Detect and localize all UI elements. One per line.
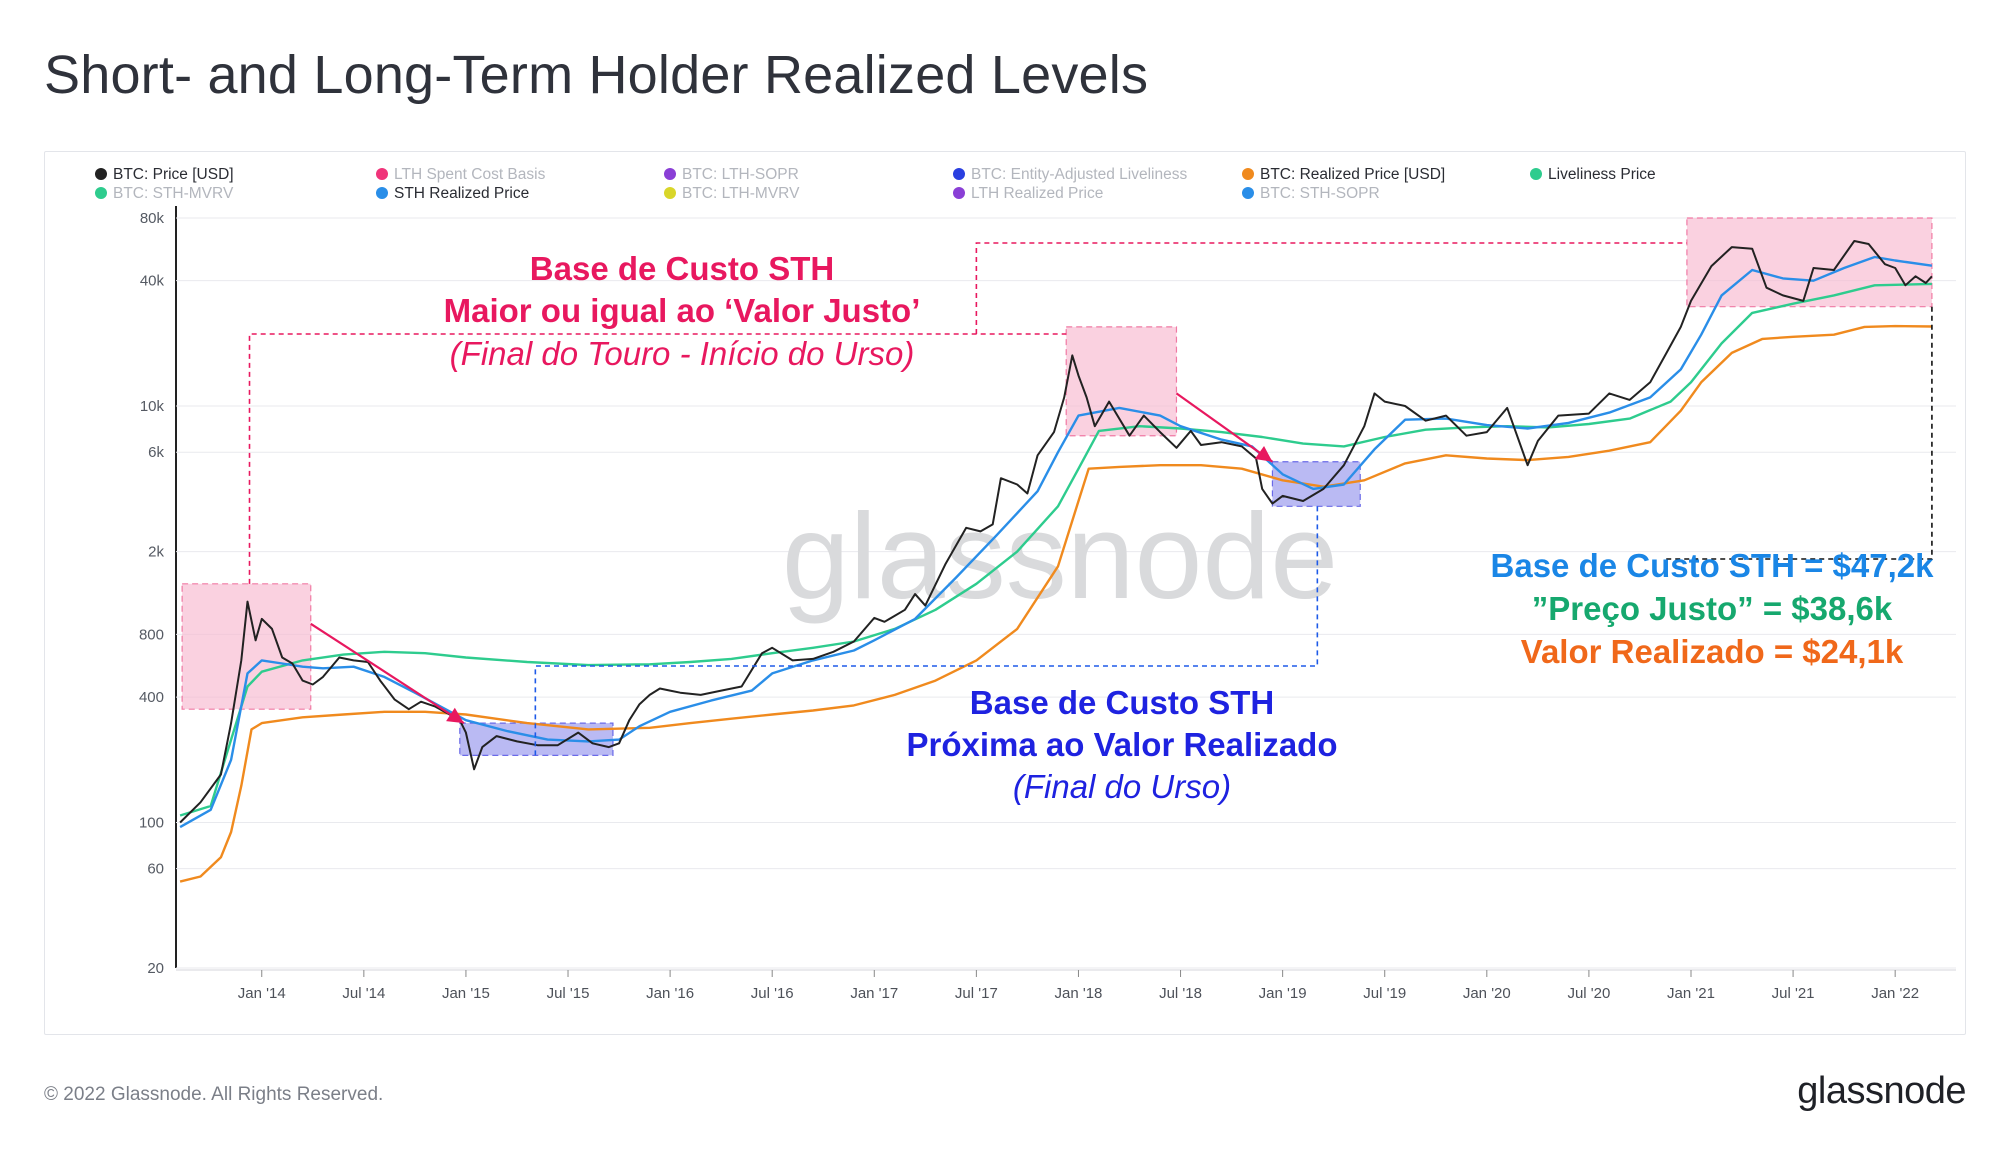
legend-label: BTC: Price [USD]: [113, 166, 234, 183]
y-tick-label: 80k: [140, 210, 165, 227]
annotation-guides: [248, 242, 1933, 756]
x-tick-label: Jul '18: [1159, 985, 1202, 1002]
legend-item-btc-lth-mvrv[interactable]: BTC: LTH-MVRV: [664, 185, 800, 202]
y-tick-label: 2k: [148, 544, 164, 561]
arrow-shaft: [1175, 392, 1274, 463]
arrow-shaft: [310, 622, 465, 725]
legend-marker: [953, 168, 965, 180]
legend-marker: [1530, 168, 1542, 180]
bull-guide-left: [248, 333, 1067, 584]
bull-annotation-line3: (Final do Touro - Início do Urso): [450, 335, 915, 372]
chart-svg[interactable]: BTC: Price [USD] LTH Spent Cost Basis BTC:…: [45, 152, 1967, 1036]
chart-panel: BTC: Price [USD] LTH Spent Cost Basis BTC:…: [44, 151, 1966, 1035]
current-guide: [1664, 306, 1933, 560]
legend-label: LTH Realized Price: [971, 185, 1103, 202]
legend-label: Liveliness Price: [1548, 166, 1656, 183]
legend: BTC: Price [USD] LTH Spent Cost Basis BTC:…: [95, 166, 1656, 202]
y-tick-label: 400: [139, 689, 164, 706]
y-axis: 80k 40k 10k 6k 2k 800 400 100 60 20: [139, 206, 1956, 977]
legend-label: BTC: LTH-SOPR: [682, 166, 799, 183]
series-liveliness-price: [179, 282, 1932, 817]
bull-top-box: [1686, 217, 1933, 308]
bull-annotation-line1: Base de Custo STH: [530, 250, 834, 287]
legend-marker: [376, 168, 388, 180]
legend-marker: [95, 168, 107, 180]
y-tick-label: 10k: [140, 398, 165, 415]
legend-label: LTH Spent Cost Basis: [394, 166, 546, 183]
x-tick-label: Jul '16: [751, 985, 794, 1002]
annotation-labels: Base de Custo STH Maior ou igual ao ‘Val…: [444, 250, 1934, 805]
x-tick-label: Jan '21: [1667, 985, 1715, 1002]
legend-item-btc-sth-mvrv[interactable]: BTC: STH-MVRV: [95, 185, 234, 202]
series-btc-realized-price-usd: [179, 324, 1932, 883]
y-tick-label: 60: [147, 861, 164, 878]
legend-item-liveliness-price[interactable]: Liveliness Price: [1530, 166, 1656, 183]
x-tick-label: Jul '19: [1363, 985, 1406, 1002]
arrow-head: [1254, 445, 1273, 462]
x-tick-label: Jan '17: [850, 985, 898, 1002]
page-title: Short- and Long-Term Holder Realized Lev…: [44, 45, 1149, 105]
bull-top-box: [1065, 326, 1178, 437]
x-tick-label: Jul '14: [342, 985, 385, 1002]
legend-marker: [664, 187, 676, 199]
legend-marker: [95, 187, 107, 199]
legend-label: BTC: STH-MVRV: [113, 185, 234, 202]
bear-bottom-box: [459, 722, 614, 756]
legend-label: STH Realized Price: [394, 185, 529, 202]
current-realized-value: Valor Realizado = $24,1k: [1521, 633, 1904, 670]
x-tick-label: Jan '14: [238, 985, 286, 1002]
legend-item-lth-realized-price[interactable]: LTH Realized Price: [953, 185, 1103, 202]
y-tick-label: 800: [139, 626, 164, 643]
legend-label: BTC: Realized Price [USD]: [1260, 166, 1445, 183]
legend-item-btc-realized-price-usd[interactable]: BTC: Realized Price [USD]: [1242, 166, 1445, 183]
y-tick-label: 40k: [140, 273, 165, 290]
current-sth-cost-basis: Base de Custo STH = $47,2k: [1491, 547, 1935, 584]
legend-marker: [1242, 187, 1254, 199]
legend-marker: [376, 187, 388, 199]
legend-item-btc-sth-sopr[interactable]: BTC: STH-SOPR: [1242, 185, 1380, 202]
glassnode-logo[interactable]: glassnode: [1797, 1070, 1966, 1112]
bear-annotation-line3: (Final do Urso): [1013, 768, 1231, 805]
current-fair-price: ”Preço Justo” = $38,6k: [1532, 590, 1893, 627]
bull-guide-right: [975, 242, 1687, 334]
bear-guide: [534, 506, 1319, 756]
x-tick-label: Jul '21: [1772, 985, 1815, 1002]
legend-label: BTC: Entity-Adjusted Liveliness: [971, 166, 1187, 183]
bear-annotation-line2: Próxima ao Valor Realizado: [907, 726, 1338, 763]
legend-item-lth-spent-cost-basis[interactable]: LTH Spent Cost Basis: [376, 166, 546, 183]
y-tick-label: 6k: [148, 444, 164, 461]
legend-item-btc-lth-sopr[interactable]: BTC: LTH-SOPR: [664, 166, 799, 183]
x-tick-label: Jul '15: [547, 985, 590, 1002]
x-tick-label: Jan '16: [646, 985, 694, 1002]
series-sth-realized-price: [179, 255, 1933, 829]
y-tick-label: 100: [139, 814, 164, 831]
x-tick-label: Jan '20: [1463, 985, 1511, 1002]
legend-item-btc-price-usd[interactable]: BTC: Price [USD]: [95, 166, 234, 183]
x-tick-label: Jan '22: [1871, 985, 1919, 1002]
series-btc-price-usd: [179, 240, 1933, 824]
series-lines: [179, 240, 1933, 883]
y-tick-label: 20: [147, 960, 164, 977]
legend-label: BTC: STH-SOPR: [1260, 185, 1380, 202]
annotation-arrows: [310, 392, 1274, 725]
x-tick-label: Jan '18: [1055, 985, 1103, 1002]
legend-marker: [1242, 168, 1254, 180]
legend-marker: [953, 187, 965, 199]
copyright: © 2022 Glassnode. All Rights Reserved.: [44, 1084, 384, 1105]
legend-item-sth-realized-price[interactable]: STH Realized Price: [376, 185, 529, 202]
legend-item-btc-entity-adjusted-liveliness[interactable]: BTC: Entity-Adjusted Liveliness: [953, 166, 1187, 183]
x-tick-label: Jul '20: [1567, 985, 1610, 1002]
x-tick-label: Jan '19: [1259, 985, 1307, 1002]
legend-marker: [664, 168, 676, 180]
x-tick-label: Jul '17: [955, 985, 998, 1002]
arrow-2018: [1175, 392, 1274, 463]
x-tick-label: Jan '15: [442, 985, 490, 1002]
bear-annotation-line1: Base de Custo STH: [970, 684, 1274, 721]
x-axis: Jan '14 Jul '14 Jan '15 Jul '15 Jan '16 Jul '…: [176, 969, 1956, 1002]
legend-label: BTC: LTH-MVRV: [682, 185, 800, 202]
arrow-head: [446, 707, 464, 724]
bull-annotation-line2: Maior ou igual ao ‘Valor Justo’: [444, 292, 921, 329]
arrow-2014: [310, 622, 465, 725]
